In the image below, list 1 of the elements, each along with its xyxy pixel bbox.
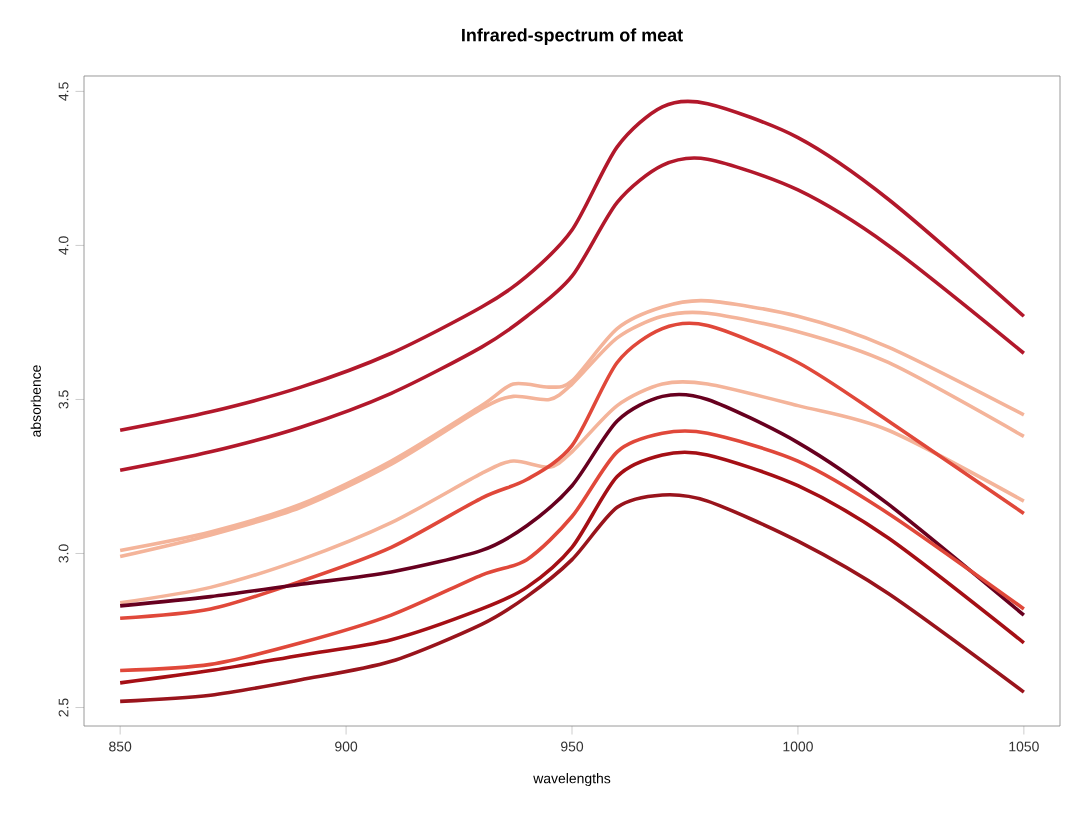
chart-title: Infrared-spectrum of meat [462,28,683,45]
